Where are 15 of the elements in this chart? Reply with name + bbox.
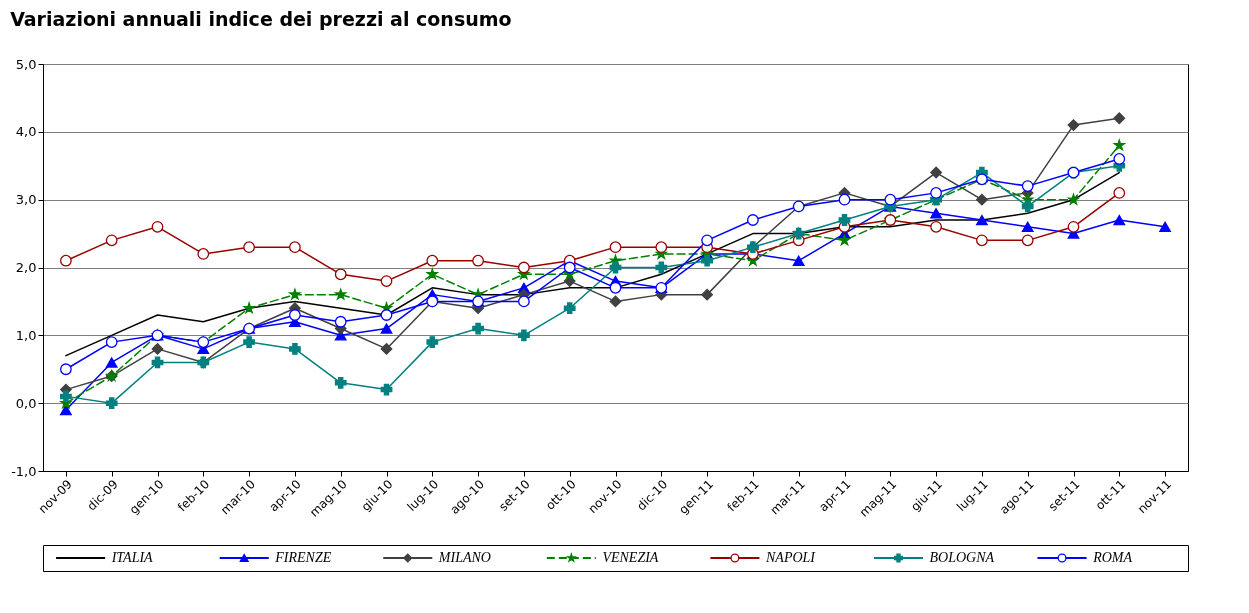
legend-label: FIRENZE — [274, 550, 332, 565]
y-tick-label: 5,0 — [15, 56, 37, 72]
legend-label: ITALIA — [110, 550, 154, 565]
y-tick-label: 2,0 — [15, 260, 37, 275]
y-tick-label: 1,0 — [15, 327, 37, 343]
chart-title: Variazioni annuali indice dei prezzi al consumo — [10, 7, 512, 30]
legend-label: MILANO — [437, 550, 491, 565]
legend-label: VENEZIA — [602, 550, 659, 565]
y-tick-label: 0,0 — [15, 395, 37, 411]
legend-label: NAPOLI — [764, 550, 817, 565]
y-tick-label: -1,0 — [11, 463, 37, 479]
legend-label: ROMA — [1092, 550, 1133, 565]
legend-label: BOLOGNA — [929, 550, 995, 565]
y-tick-label: 3,0 — [15, 192, 37, 208]
y-tick-label: 4,0 — [15, 124, 37, 140]
